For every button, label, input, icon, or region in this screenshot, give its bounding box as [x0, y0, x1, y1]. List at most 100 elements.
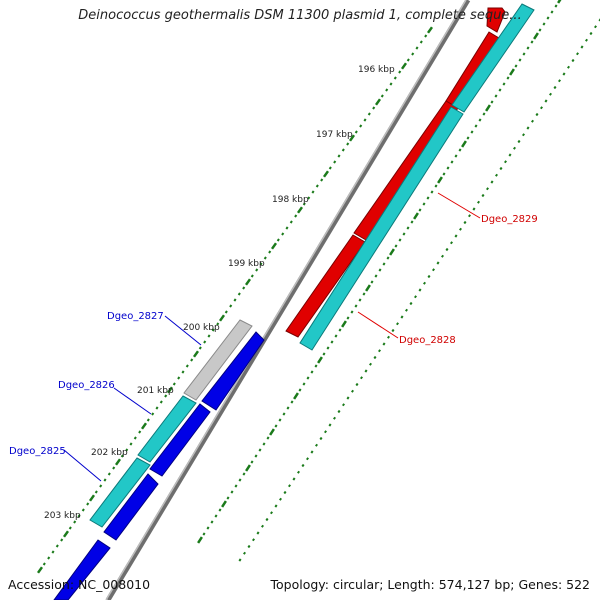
genome-summary-text: Topology: circular; Length: 574,127 bp; … [270, 577, 591, 592]
scale-dot [476, 200, 481, 204]
scale-dot [177, 376, 181, 380]
scale-dot [319, 436, 323, 441]
scale-dot [282, 412, 286, 416]
scale-dot [542, 22, 546, 26]
scale-dot [530, 119, 535, 123]
scale-dot [202, 532, 206, 536]
scale-dot [278, 497, 283, 501]
scale-dot [406, 226, 410, 230]
scale-dot [584, 38, 589, 42]
scale-dot [112, 466, 116, 470]
scale-dot [398, 238, 402, 242]
scale-dot [466, 136, 470, 140]
scale-dot [226, 496, 230, 500]
scale-dot [146, 418, 150, 422]
scale-dot [159, 400, 163, 404]
scale-dot [557, 79, 562, 83]
scale-dot [36, 566, 44, 574]
scale-dot [315, 184, 319, 188]
scale-dot [140, 422, 148, 430]
scale-dot [461, 140, 467, 148]
gene-dgeo-2828-b[interactable] [285, 234, 366, 338]
scale-dot [386, 256, 390, 260]
scale-dot [437, 176, 443, 184]
gene-dgeo-2827[interactable] [201, 331, 265, 411]
gene-label-dgeo-2829: Dgeo_2829 [481, 214, 538, 225]
scale-dot [214, 514, 218, 518]
scale-dot [269, 511, 274, 515]
scale-dot [211, 328, 215, 332]
scale-label-201: 201 kbp [137, 386, 174, 396]
scale-dot [274, 504, 278, 508]
scale-dot [301, 463, 305, 468]
scale-dot [382, 342, 386, 346]
scale-dot [472, 207, 476, 211]
scale-dot [533, 32, 539, 40]
scale-dot [181, 370, 185, 374]
cds-forward [299, 3, 535, 351]
scale-dot [77, 514, 81, 518]
scale-dot [362, 292, 366, 296]
scale-dot [125, 448, 129, 452]
scale-dot [509, 68, 515, 76]
scale-dot [354, 130, 358, 134]
scale-dot [385, 88, 389, 92]
scale-dot [395, 322, 400, 326]
scale-dot [518, 58, 522, 62]
scale-dot [454, 154, 458, 158]
scale-dot [478, 118, 482, 122]
scale-dot [114, 458, 122, 466]
scale-dot [355, 382, 359, 387]
scale-dot [281, 232, 285, 236]
scale-dot [224, 310, 228, 314]
accession-text: Accession: NC_008010 [8, 577, 151, 592]
gene-dgeo-2825[interactable] [103, 473, 159, 541]
scale-dot [346, 316, 350, 320]
scale-dot [266, 436, 270, 440]
scale-dot [372, 106, 376, 110]
scale-dot [322, 352, 326, 356]
scale-dot [47, 556, 51, 560]
scale-dot [298, 388, 302, 392]
scale-dot [562, 72, 566, 76]
scale-dot [373, 355, 377, 360]
scale-dot [400, 62, 408, 70]
scale-dot [424, 34, 428, 38]
scale-dot [314, 443, 319, 447]
gene-label-dgeo-2828: Dgeo_2828 [399, 335, 456, 346]
scale-label-197: 197 kbp [316, 130, 353, 140]
scale-dot [363, 118, 367, 122]
scale-dot [589, 31, 593, 36]
scale-dot [419, 40, 423, 44]
scale-dot [218, 508, 222, 512]
scale-dot [337, 154, 341, 158]
scale-dot [320, 178, 324, 182]
scale-dot [341, 403, 346, 407]
scale-dot [306, 376, 310, 380]
scale-dot [554, 4, 558, 8]
scale-dot [418, 208, 422, 212]
map-title: Deinococcus geothermalis DSM 11300 plasm… [78, 8, 522, 23]
scale-dot [485, 104, 491, 112]
scale-dot [238, 478, 242, 482]
gene-dgeo-2826[interactable] [149, 403, 211, 477]
scale-dot [302, 382, 306, 386]
scale-dot [404, 308, 409, 312]
scale-dot [450, 160, 454, 164]
scale-dot [442, 172, 446, 176]
scale-dot [341, 148, 345, 152]
cds-reverse [89, 319, 253, 528]
scale-dot [247, 544, 251, 549]
scale-dot [538, 28, 542, 32]
scale-dot [274, 424, 278, 428]
scale-dot [494, 94, 498, 98]
scale-dot [426, 26, 434, 34]
scale-dot [398, 70, 402, 74]
scale-dot [233, 298, 237, 302]
scale-dot [365, 284, 371, 292]
scale-dot [206, 526, 210, 530]
gene-dgeo-2829-cont[interactable] [486, 7, 506, 33]
scale-dot [260, 524, 265, 528]
scale-dot [409, 301, 413, 306]
scale-dot [60, 538, 64, 542]
